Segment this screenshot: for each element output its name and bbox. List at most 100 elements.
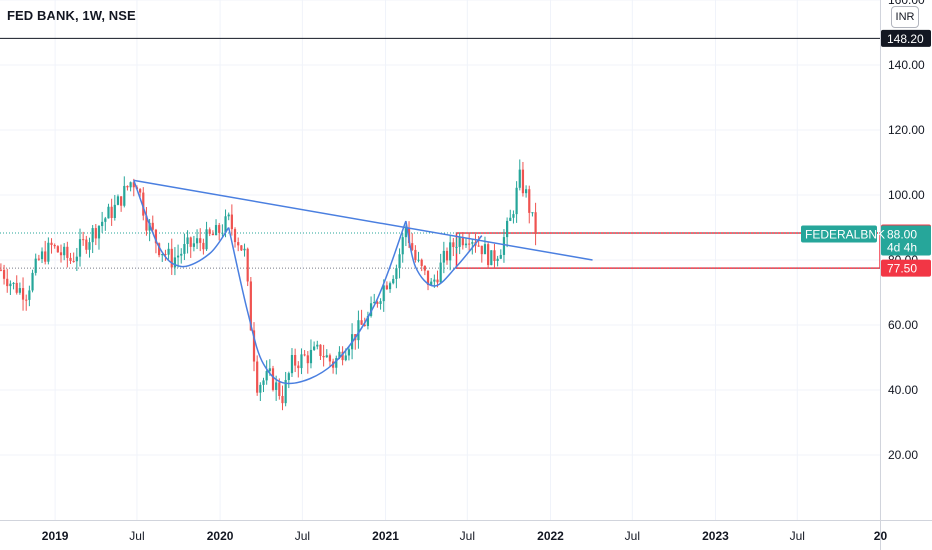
candle-body	[202, 242, 205, 250]
candle-body	[78, 239, 82, 257]
candle-body	[249, 281, 252, 331]
candle-body	[126, 185, 129, 188]
candle-body	[300, 354, 303, 369]
candle-body	[297, 365, 300, 369]
candle-body	[37, 258, 40, 260]
candle-body	[313, 346, 316, 350]
candle-body	[28, 290, 31, 300]
candle-body	[53, 244, 56, 247]
candle-body	[50, 242, 53, 245]
candles	[0, 159, 537, 411]
candle-body	[211, 233, 214, 236]
candle-body	[506, 220, 509, 238]
candle-body	[392, 278, 395, 284]
y-tick-label: 40.00	[888, 383, 918, 397]
candle-body	[452, 242, 455, 248]
currency-button[interactable]: INR	[891, 6, 919, 28]
candle-body	[281, 395, 284, 404]
candle-body	[88, 242, 91, 250]
candle-body	[420, 259, 423, 266]
candle-body	[173, 257, 177, 268]
candle-body	[395, 268, 398, 279]
candle-body	[515, 187, 518, 215]
candle-body	[21, 288, 25, 300]
candle-body	[63, 246, 66, 256]
candle-body	[18, 288, 21, 293]
candle-body	[271, 368, 275, 390]
candle-body	[458, 237, 461, 247]
candle-body	[34, 258, 37, 273]
x-tick-label: 2023	[702, 529, 729, 543]
candle-body	[259, 384, 262, 393]
candle-body	[347, 349, 351, 356]
candle-body	[224, 216, 227, 233]
candle-body	[398, 254, 401, 269]
candle-body	[12, 282, 15, 284]
candle-body	[101, 221, 104, 227]
candle-body	[357, 320, 360, 341]
candle-body	[487, 244, 490, 266]
price-tag-text: 148.20	[887, 32, 924, 46]
candle-body	[499, 254, 502, 259]
candle-body	[287, 373, 290, 381]
x-tick-label: 2020	[207, 529, 234, 543]
candle-body	[433, 279, 436, 282]
x-tick-label: Jul	[129, 529, 144, 543]
candle-body	[161, 254, 164, 256]
candle-body	[154, 229, 158, 244]
candle-body	[521, 169, 525, 194]
candle-body	[233, 229, 237, 243]
candle-body	[25, 299, 28, 301]
candle-body	[534, 212, 537, 234]
candle-body	[461, 237, 464, 246]
x-tick-label: 2022	[537, 529, 564, 543]
candle-body	[227, 214, 230, 217]
candle-body	[306, 355, 309, 364]
candle-body	[256, 361, 259, 393]
candle-body	[6, 278, 9, 287]
candle-body	[170, 248, 173, 268]
candle-body	[265, 371, 268, 381]
candle-body	[471, 242, 474, 244]
candle-body	[430, 281, 433, 286]
x-tick-label: 2019	[42, 529, 69, 543]
grid	[0, 0, 881, 520]
candle-body	[97, 226, 101, 239]
candle-body	[518, 169, 521, 188]
candle-body	[44, 251, 47, 262]
candle-body	[275, 382, 278, 390]
candle-body	[240, 245, 243, 251]
candle-body	[218, 225, 221, 233]
candle-body	[189, 237, 192, 247]
last-price-tag-countdown: 4d 4h	[887, 241, 917, 255]
candle-body	[388, 283, 392, 290]
candle-body	[85, 239, 88, 250]
candle-body	[385, 285, 388, 290]
candle-body	[69, 257, 72, 261]
candle-body	[142, 192, 145, 216]
candle-body	[66, 246, 69, 258]
candle-body	[379, 301, 382, 304]
candle-body	[414, 249, 417, 261]
candle-body	[0, 269, 3, 271]
candle-body	[205, 229, 208, 250]
price-tag-bg	[881, 29, 931, 47]
y-tick-label: 60.00	[888, 318, 918, 332]
candle-body	[192, 243, 196, 247]
candle-body	[483, 244, 487, 255]
candle-body	[531, 212, 534, 214]
candle-body	[477, 245, 480, 247]
candle-body	[417, 259, 420, 261]
candle-body	[376, 301, 379, 304]
price-tag-bg	[881, 259, 931, 277]
candle-body	[449, 242, 452, 261]
candle-body	[110, 206, 113, 218]
candle-body	[120, 196, 123, 206]
candle-body	[59, 252, 63, 256]
candle-body	[369, 303, 373, 316]
candle-body	[208, 229, 211, 234]
x-tick-label: Jul	[460, 529, 475, 543]
symbol-tag-bg	[801, 225, 877, 243]
last-price-tag-text: 88.00	[887, 228, 917, 242]
